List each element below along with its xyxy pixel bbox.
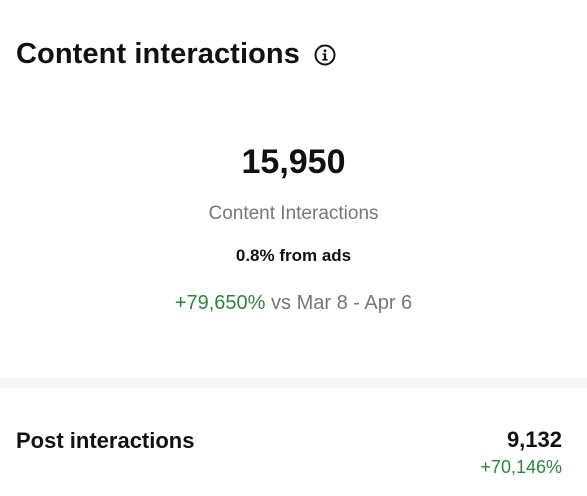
card-header: Content interactions [16,38,336,71]
comparison-text: +79,650% vs Mar 8 - Apr 6 [0,292,587,315]
total-interactions-value: 15,950 [241,143,346,181]
post-interactions-values: 9,132 +70,146% [480,420,562,480]
section-divider [0,378,587,388]
post-interactions-value: 9,132 [506,427,562,452]
card-title: Content interactions [16,38,300,70]
post-interactions-row[interactable]: Post interactions 9,132 +70,146% [16,420,562,480]
comparison-period: vs Mar 8 - Apr 6 [265,292,413,314]
change-percentage: +79,650% [174,292,266,314]
total-interactions-label: Content Interactions [208,203,379,224]
post-interactions-change: +70,146% [480,457,562,477]
info-icon[interactable] [314,44,336,66]
ads-share-text: 0.8% from ads [235,246,352,265]
post-interactions-label: Post interactions [16,428,195,453]
